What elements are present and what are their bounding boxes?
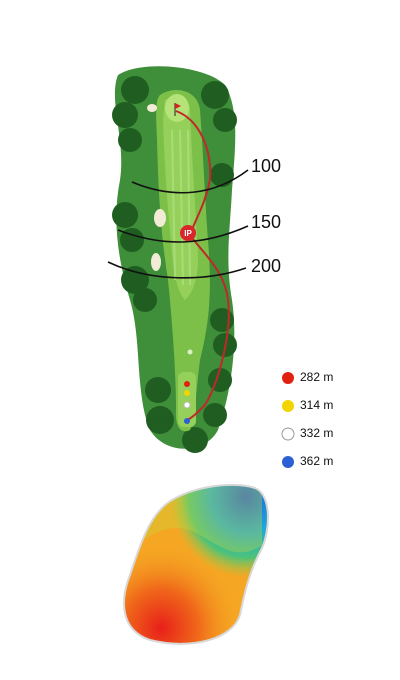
tee-marker: [184, 418, 190, 424]
distance-label: 100: [251, 156, 281, 176]
tee-distance: 332 m: [300, 426, 333, 440]
legend-dot: [281, 427, 295, 441]
tee-distance: 282 m: [300, 370, 333, 384]
tee-marker: [184, 381, 190, 387]
hole-layout: [107, 66, 249, 453]
legend-dot: [282, 400, 294, 412]
tee-distance: 314 m: [300, 398, 333, 412]
tee-marker: [184, 390, 190, 396]
legend-dot: [282, 372, 294, 384]
distance-label: 150: [251, 212, 281, 232]
tee-marker: [183, 401, 191, 409]
distance-label: 200: [251, 256, 281, 276]
green-outline: [123, 483, 269, 645]
tee-distance: 362 m: [300, 454, 333, 468]
ip-marker: IP: [184, 229, 192, 238]
legend-dot: [282, 456, 294, 468]
